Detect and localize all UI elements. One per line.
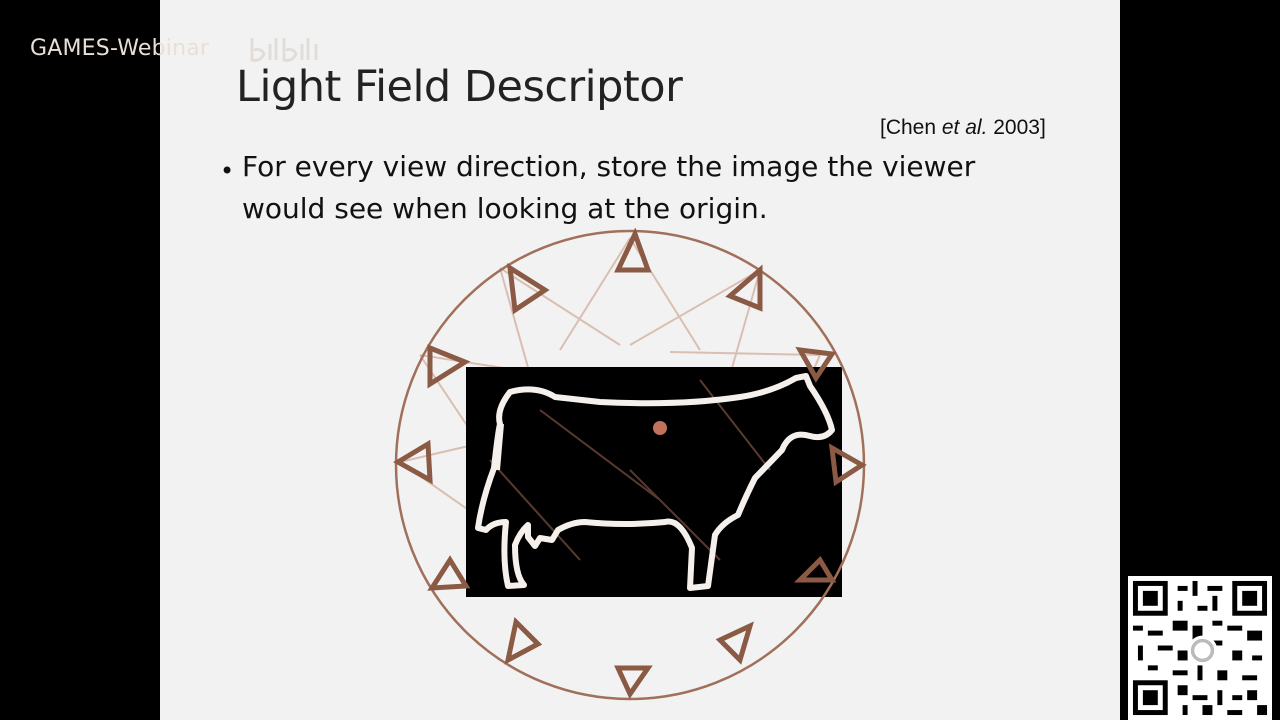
citation: [Chen et al. 2003] xyxy=(880,116,1046,140)
citation-etal: et al. xyxy=(941,116,988,139)
bullet-text: For every view direction, store the imag… xyxy=(242,150,976,225)
citation-year: 2003] xyxy=(987,116,1046,139)
presentation-slide: Light Field Descriptor [Chen et al. 2003… xyxy=(160,0,1120,720)
camera-icons xyxy=(393,227,867,700)
bullet-icon: • xyxy=(220,157,235,185)
slide-title: Light Field Descriptor xyxy=(236,62,683,112)
channel-watermark: GAMES-Webinar xyxy=(30,36,210,61)
light-field-diagram xyxy=(393,227,867,701)
qr-code-icon xyxy=(1128,576,1272,720)
cow-silhouette-icon xyxy=(475,373,835,591)
citation-author: [Chen xyxy=(880,116,942,139)
bilibili-logo-icon xyxy=(250,38,318,62)
origin-point xyxy=(653,421,667,435)
